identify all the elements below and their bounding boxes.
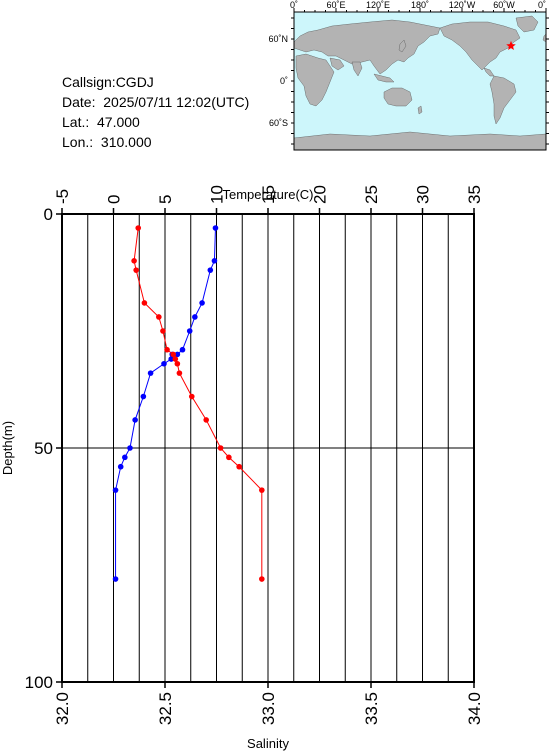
south-america-shape (489, 75, 517, 125)
temperature-tick-label: 25 (362, 185, 381, 204)
map-lat-label: 0˚ (280, 76, 288, 86)
depth-axis-label: Depth(m) (0, 421, 15, 475)
temperature-tick-label: -5 (53, 189, 72, 204)
salinity-point (160, 328, 166, 334)
map-lon-label: 120˚W (449, 0, 476, 10)
new-zealand-shape (417, 105, 423, 115)
salinity-point (236, 463, 242, 470)
temperature-tick-label: 0 (105, 195, 124, 204)
salinity-axis-label: Salinity (247, 736, 289, 751)
salinity-point (170, 351, 177, 358)
temperature-point (192, 314, 198, 320)
salinity-tick-label: 32.0 (53, 692, 72, 725)
map-lon-label: 0˚ (538, 0, 546, 10)
salinity-point (226, 454, 232, 461)
date-text: Date: 2025/07/11 12:02(UTC) (62, 94, 250, 110)
salinity-point (135, 225, 142, 231)
australia-shape (383, 87, 413, 107)
temperature-axis-label: Temperature(C) (222, 187, 313, 202)
central-america-shape (483, 67, 495, 77)
arabia-shape (329, 57, 345, 71)
salinity-tick-label: 33.0 (259, 692, 278, 725)
depth-tick-label: 0 (44, 205, 53, 224)
temperature-point (179, 346, 186, 353)
temperature-point (186, 328, 193, 334)
eurasia-shape (293, 19, 441, 75)
series-layer (112, 225, 265, 582)
map-lon-label: 60˚E (326, 0, 345, 10)
temperature-tick-label: 10 (208, 185, 227, 204)
lon-text: Lon.: 310.000 (62, 134, 152, 150)
temperature-point (211, 258, 218, 264)
salinity-point (217, 445, 224, 451)
temperature-point (207, 267, 214, 273)
salinity-point (172, 356, 179, 362)
salinity-point (141, 300, 148, 306)
salinity-point (188, 393, 195, 400)
salinity-point (156, 314, 162, 320)
salinity-point (203, 417, 209, 423)
lat-text: Lat.: 47.000 (62, 114, 140, 130)
station-star-icon (506, 40, 516, 50)
indonesia-shape (373, 73, 395, 83)
salinity-tick-label: 33.5 (362, 692, 381, 725)
map-lon-label: 0˚ (290, 0, 298, 10)
salinity-tick-label: 34.0 (465, 692, 484, 725)
grid-lines (62, 214, 474, 682)
map-lon-label: 60˚W (493, 0, 515, 10)
temperature-point (140, 393, 147, 400)
temperature-tick-label: 20 (311, 185, 330, 204)
temperature-point (127, 445, 133, 451)
temperature-point (212, 225, 219, 231)
map-ticks (291, 8, 549, 145)
india-shape (351, 61, 363, 77)
greenland-shape (515, 15, 539, 33)
station-info: Callsign:CGDJ Date: 2025/07/11 12:02(UTC… (62, 72, 249, 152)
temperature-point (199, 300, 205, 306)
africa-shape (295, 53, 335, 107)
temperature-tick-label: 5 (156, 195, 175, 204)
salinity-point (259, 576, 265, 582)
temperature-point (122, 454, 128, 461)
salinity-tick-label: 32.5 (156, 692, 175, 725)
temperature-point (112, 576, 119, 582)
temperature-point (147, 370, 154, 376)
depth-tick-label: 100 (25, 673, 53, 692)
map-lat-label: 60˚S (269, 118, 288, 128)
north-america-shape (439, 21, 521, 71)
temperature-point (112, 487, 119, 493)
japan-shape (398, 39, 407, 53)
callsign-text: Callsign:CGDJ (62, 74, 154, 90)
map-land (293, 15, 547, 151)
temperature-point (174, 351, 181, 358)
salinity-point (164, 346, 170, 353)
temperature-tick-label: 35 (465, 185, 484, 204)
temperature-tick-label: 15 (259, 185, 278, 204)
temperature-point (117, 463, 124, 470)
salinity-point (131, 258, 137, 264)
tick-marks (56, 208, 475, 688)
temperature-tick-label: 30 (414, 185, 433, 204)
salinity-point (133, 267, 139, 273)
temperature-point (161, 360, 167, 367)
salinity-point (174, 360, 181, 367)
map-lon-label: 180˚ (411, 0, 429, 10)
temperature-point (132, 417, 138, 423)
salinity-point (259, 487, 265, 493)
world-map: 0˚ 60˚E 120˚E 180˚ 120˚W 60˚W 0˚ 60˚N 0˚… (268, 0, 549, 151)
salinity-point (176, 370, 183, 376)
map-lat-label: 60˚N (268, 34, 288, 44)
temperature-point (168, 356, 174, 362)
map-lon-label: 120˚E (366, 0, 390, 10)
depth-tick-label: 50 (34, 439, 53, 458)
